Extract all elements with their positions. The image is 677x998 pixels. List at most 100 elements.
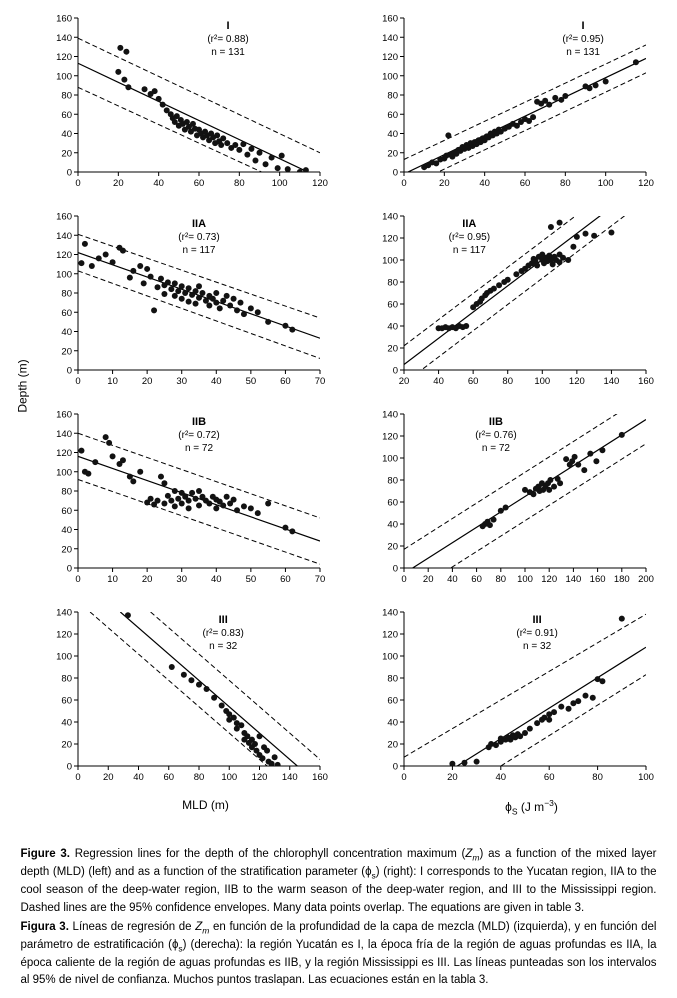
data-point	[202, 297, 209, 304]
data-point	[213, 132, 220, 139]
data-point	[140, 280, 147, 287]
data-point	[607, 229, 614, 236]
data-point	[243, 733, 250, 740]
data-point	[109, 259, 116, 266]
lower-confidence-line	[77, 270, 320, 359]
y-tick-label: 40	[387, 520, 398, 531]
data-point	[574, 698, 581, 705]
x-tick-label: 0	[75, 376, 80, 387]
regression-line	[411, 418, 646, 568]
data-point	[559, 254, 566, 261]
y-tick-label: 40	[387, 129, 398, 140]
y-tick-label: 80	[387, 674, 398, 685]
plot-area	[77, 37, 320, 172]
data-point	[159, 101, 166, 108]
y-tick-label: 140	[56, 608, 72, 619]
panel-n-label: n = 131	[211, 47, 245, 58]
panel-n-label: n = 32	[209, 641, 238, 652]
data-point	[262, 161, 269, 168]
y-tick-label: 80	[61, 487, 72, 498]
plot-area	[403, 613, 646, 766]
data-point	[565, 705, 572, 712]
data-point	[219, 135, 226, 142]
data-point	[164, 279, 171, 286]
data-point	[504, 276, 511, 283]
scatter-panel-left-IIA: 0 10 20 30 40 50 60 70 0 20 40 60 80 100 120 140 160 IIA (…	[56, 212, 325, 388]
x-tick-label: 120	[312, 178, 328, 189]
data-point	[278, 152, 285, 159]
x-tick-label: 100	[534, 376, 550, 387]
y-tick-label: 80	[61, 289, 72, 300]
data-point	[150, 501, 157, 508]
data-point	[181, 290, 188, 296]
panel-label: IIB	[191, 416, 205, 428]
x-tick-label: 20	[113, 178, 124, 189]
y-tick-label: 0	[392, 168, 397, 179]
data-point	[259, 755, 266, 762]
data-point	[216, 305, 223, 312]
data-point	[239, 141, 246, 148]
data-point	[226, 500, 233, 507]
data-point	[598, 678, 605, 685]
plot-area	[77, 233, 320, 359]
y-tick-label: 140	[56, 429, 72, 440]
data-point	[223, 140, 230, 147]
data-point	[115, 461, 122, 468]
data-point	[546, 477, 553, 483]
data-point	[541, 97, 548, 104]
x-tick-label: 10	[107, 574, 118, 585]
x-tick-label: 80	[592, 772, 603, 783]
y-tick-label: 140	[382, 410, 398, 421]
panel-n-label: n = 117	[182, 245, 215, 256]
text-segment: m	[472, 852, 480, 863]
x-tick-label: 140	[565, 574, 581, 585]
data-point	[247, 505, 254, 512]
panel-r2-label: (r²= 0.72)	[178, 430, 219, 441]
y-tick-label: 20	[61, 346, 72, 357]
data-point	[231, 142, 238, 149]
data-point	[212, 299, 219, 306]
y-tick-label: 80	[387, 91, 398, 102]
text-segment: Figura 3.	[20, 920, 69, 933]
y-tick-label: 0	[66, 762, 71, 773]
regression-line	[77, 455, 320, 542]
x-tick-label: 100	[638, 772, 654, 783]
data-point	[188, 291, 195, 298]
x-tick-label: 70	[314, 376, 325, 387]
x-tick-label: 80	[193, 772, 204, 783]
data-point	[490, 516, 497, 523]
data-point	[192, 300, 199, 307]
x-tick-label: 0	[75, 574, 80, 585]
upper-confidence-line	[403, 216, 576, 347]
x-tick-label: 60	[163, 772, 174, 783]
y-tick-label: 120	[56, 630, 72, 641]
data-point	[240, 311, 247, 318]
data-point	[178, 283, 185, 290]
data-point	[151, 88, 158, 95]
x-tick-label: 60	[471, 574, 482, 585]
data-point	[236, 299, 243, 306]
data-point	[529, 114, 536, 121]
y-tick-label: 20	[387, 542, 398, 553]
data-point	[178, 489, 185, 496]
data-point	[157, 473, 164, 480]
x-tick-label: 40	[447, 574, 458, 585]
data-point	[547, 224, 554, 230]
y-tick-label: 100	[56, 467, 72, 478]
data-point	[171, 118, 178, 125]
y-tick-label: 120	[382, 52, 398, 63]
text-segment: ϕ	[365, 866, 372, 879]
data-point	[77, 447, 84, 454]
y-tick-label: 60	[387, 696, 398, 707]
data-point	[473, 758, 480, 765]
data-point	[154, 497, 161, 504]
data-point	[171, 488, 178, 494]
data-point	[192, 495, 199, 502]
caption-paragraph: Figure 3. Regression lines for the depth…	[21, 846, 657, 917]
data-point	[105, 439, 112, 446]
x-tick-label: 180	[613, 574, 629, 585]
y-tick-label: 40	[387, 322, 398, 333]
text-segment: ) (right): I corresponds to the Yucatan …	[20, 866, 657, 914]
x-axis-titles-row: MLD (m) ϕS (J m−3)	[32, 798, 674, 816]
y-tick-label: 20	[61, 148, 72, 159]
